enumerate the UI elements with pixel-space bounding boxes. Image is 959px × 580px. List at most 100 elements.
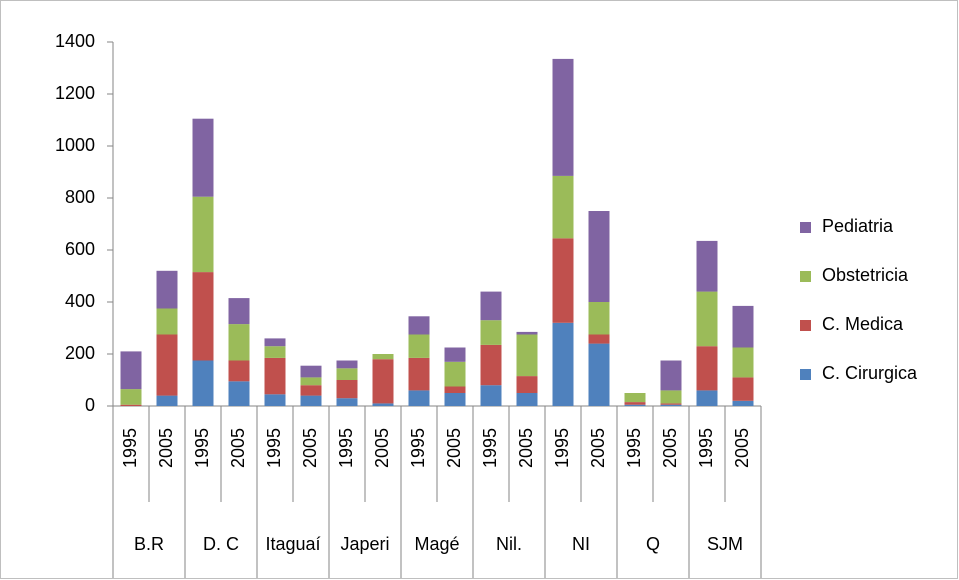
bar-segment	[552, 322, 574, 406]
x-tick-label: 1995	[624, 428, 644, 468]
group-label: SJM	[707, 534, 743, 554]
bar-segment	[552, 58, 574, 176]
bar-segment	[480, 291, 502, 321]
bar-segment	[696, 390, 718, 406]
bar-segment	[192, 118, 214, 197]
bar-segment	[516, 376, 538, 393]
bar-segment	[372, 354, 394, 360]
bar-segment	[336, 380, 358, 399]
x-tick-label: 1995	[192, 428, 212, 468]
y-tick-label: 1200	[55, 83, 95, 103]
bar-segment	[156, 395, 178, 406]
x-tick-label: 1995	[336, 428, 356, 468]
bar-segment	[696, 240, 718, 292]
bar-segment	[120, 404, 142, 406]
bar-segment	[120, 389, 142, 405]
bar-segment	[156, 334, 178, 396]
bar-segment	[588, 343, 610, 406]
bar-segment	[624, 404, 646, 406]
group-label: Magé	[414, 534, 459, 554]
group-label: B.R	[134, 534, 164, 554]
bar-segment	[264, 338, 286, 347]
bar-segment	[660, 404, 682, 406]
bar-segment	[408, 316, 430, 335]
bar-segment	[444, 393, 466, 406]
bar-segment	[264, 346, 286, 358]
x-tick-label: 1995	[696, 428, 716, 468]
x-tick-label: 1995	[552, 428, 572, 468]
bar-segment	[480, 385, 502, 406]
bar-segment	[552, 175, 574, 239]
bar-segment	[192, 272, 214, 361]
y-tick-label: 600	[65, 239, 95, 259]
bar-segment	[228, 360, 250, 382]
bar-segment	[516, 393, 538, 406]
x-tick-label: 2005	[732, 428, 752, 468]
bar-segment	[696, 346, 718, 391]
bar-segment	[300, 365, 322, 378]
bar-segment	[156, 270, 178, 309]
y-tick-label: 0	[85, 395, 95, 415]
bar-segment	[480, 344, 502, 386]
bar-segment	[588, 211, 610, 302]
bar-segment	[732, 377, 754, 401]
bar-segment	[192, 196, 214, 273]
legend-swatch	[800, 222, 811, 233]
x-tick-label: 2005	[660, 428, 680, 468]
bar-segment	[192, 360, 214, 406]
bar-segment	[300, 377, 322, 386]
group-label: D. C	[203, 534, 239, 554]
bar-segment	[624, 393, 646, 403]
x-tick-label: 2005	[516, 428, 536, 468]
bar-segment	[120, 351, 142, 390]
bar-segment	[660, 360, 682, 391]
x-tick-label: 2005	[156, 428, 176, 468]
bar-segment	[732, 400, 754, 406]
bar-segment	[372, 359, 394, 404]
bar-segment	[588, 302, 610, 335]
x-tick-label: 1995	[120, 428, 140, 468]
bar-segment	[372, 403, 394, 406]
bar-segment	[336, 368, 358, 380]
bar-segment	[300, 395, 322, 406]
x-tick-label: 1995	[408, 428, 428, 468]
y-tick-label: 800	[65, 187, 95, 207]
bar-segment	[732, 347, 754, 378]
x-tick-label: 2005	[300, 428, 320, 468]
bar-segment	[444, 347, 466, 362]
y-tick-label: 200	[65, 343, 95, 363]
bar-segment	[228, 381, 250, 406]
x-tick-label: 2005	[228, 428, 248, 468]
bar-segment	[660, 390, 682, 404]
bar-segment	[732, 305, 754, 348]
legend-label: C. Cirurgica	[822, 363, 918, 383]
x-tick-label: 2005	[444, 428, 464, 468]
bar-segment	[552, 238, 574, 323]
legend-swatch	[800, 369, 811, 380]
x-tick-label: 1995	[480, 428, 500, 468]
y-tick-label: 1400	[55, 31, 95, 51]
bar-segment	[156, 308, 178, 335]
bar-segment	[444, 386, 466, 393]
bar-segment	[696, 291, 718, 347]
legend-swatch	[800, 271, 811, 282]
bar-segment	[336, 360, 358, 369]
group-label: Q	[646, 534, 660, 554]
bar-segment	[660, 403, 682, 405]
group-label: NI	[572, 534, 590, 554]
bar-segment	[408, 390, 430, 406]
x-tick-label: 1995	[264, 428, 284, 468]
group-label: Japeri	[340, 534, 389, 554]
bar-segment	[408, 357, 430, 391]
bar-segment	[264, 357, 286, 395]
bar-segment	[444, 361, 466, 387]
group-label: Nil.	[496, 534, 522, 554]
bar-segment	[228, 324, 250, 361]
legend-label: Obstetricia	[822, 265, 909, 285]
legend-swatch	[800, 320, 811, 331]
y-tick-label: 1000	[55, 135, 95, 155]
bar-segment	[516, 331, 538, 335]
legend-label: Pediatria	[822, 216, 894, 236]
